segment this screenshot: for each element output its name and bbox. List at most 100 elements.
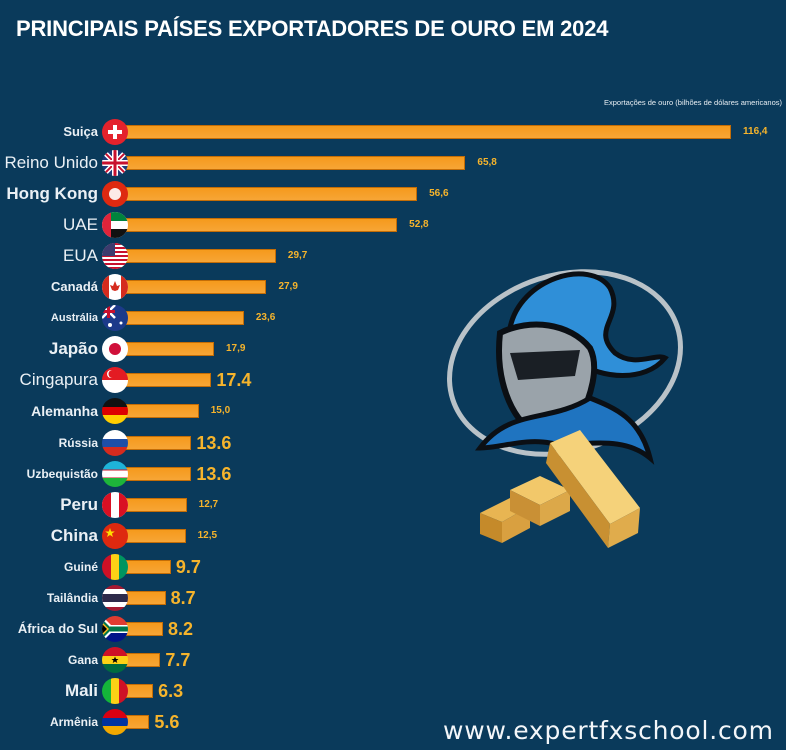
hong-kong-flag-icon	[102, 181, 128, 208]
bar	[120, 466, 192, 481]
value-label: 13.6	[196, 432, 232, 453]
germany-flag-icon	[102, 398, 128, 425]
value-label: 9.7	[175, 556, 201, 577]
country-label: UAE	[63, 215, 98, 235]
country-label: Gana	[67, 652, 98, 667]
chart-row: Gana 7.7	[0, 646, 786, 674]
country-label: Japão	[48, 339, 98, 359]
value-label: 12,7	[198, 498, 219, 510]
chart-row: China 12,5	[0, 522, 786, 550]
bar	[120, 280, 267, 295]
country-label: Canadá	[51, 279, 98, 295]
mali-flag-icon	[102, 677, 128, 704]
country-label: Cingapura	[19, 370, 98, 390]
value-label: 56,6	[429, 188, 449, 200]
bar	[120, 497, 187, 512]
bar	[120, 156, 466, 171]
country-label: Guiné	[63, 559, 98, 574]
chart-row: Mali 6.3	[0, 677, 786, 705]
chart-row: Armênia 5.6	[0, 708, 786, 736]
chart-row: Uzbequistão 13.6	[0, 460, 786, 488]
guinea-flag-icon	[102, 553, 128, 580]
chart-row: Japão 17,9	[0, 335, 786, 363]
bar	[120, 187, 418, 202]
gold-bars-icon	[480, 430, 640, 548]
bar	[120, 404, 199, 419]
chart-row: Reino Unido 65,8	[0, 149, 786, 177]
value-label: 6.3	[158, 680, 184, 701]
value-label: 7.7	[165, 649, 191, 670]
value-label: 17,9	[225, 343, 246, 355]
value-label: 23,6	[255, 312, 276, 324]
uzbekistan-flag-icon	[102, 460, 128, 487]
bar	[120, 249, 276, 264]
chart-row: Suiça 116,4	[0, 118, 786, 146]
chart-row: UAE 52,8	[0, 211, 786, 239]
usa-flag-icon	[102, 243, 128, 270]
chart-title: PRINCIPAIS PAÍSES EXPORTADORES DE OURO E…	[16, 16, 609, 41]
chart-row: Austrália 23,6	[0, 304, 786, 332]
axis-subtitle: Exportações de ouro (bilhões de dólares …	[603, 98, 782, 107]
canada-flag-icon	[102, 274, 128, 301]
uae-flag-icon	[102, 212, 128, 239]
country-label: Alemanha	[31, 403, 98, 420]
country-label: África do Sul	[17, 620, 98, 636]
country-label: Austrália	[50, 312, 98, 325]
chart-row: EUA 29,7	[0, 242, 786, 270]
russia-flag-icon	[102, 429, 128, 456]
switzerland-flag-icon	[102, 119, 128, 145]
knight-logo-illustration	[440, 258, 690, 558]
country-label: Peru	[60, 494, 98, 514]
bar	[120, 373, 212, 388]
chart-row: Rússia 13.6	[0, 429, 786, 457]
singapore-flag-icon	[102, 367, 128, 394]
value-label: 27,9	[278, 281, 298, 293]
armenia-flag-icon	[102, 708, 128, 735]
country-label: Suiça	[63, 124, 98, 139]
value-label: 116,4	[743, 126, 768, 137]
country-label: Reino Unido	[4, 153, 98, 173]
country-label: Tailândia	[46, 590, 98, 605]
website-watermark: www.expertfxschool.com	[443, 716, 774, 745]
country-label: Uzbequistão	[26, 466, 98, 481]
bar	[120, 218, 398, 233]
chart-row: Peru 12,7	[0, 491, 786, 519]
country-label: Mali	[64, 680, 98, 700]
chart-row: África do Sul 8.2	[0, 615, 786, 643]
country-label: China	[50, 525, 98, 545]
value-label: 65,8	[477, 157, 497, 169]
chart-row: Guiné 9.7	[0, 553, 786, 581]
chart-row: Alemanha 15,0	[0, 397, 786, 425]
value-label: 52,8	[409, 219, 429, 231]
bar	[120, 125, 731, 139]
japan-flag-icon	[102, 336, 128, 363]
value-label: 15,0	[210, 405, 231, 417]
uk-flag-icon	[102, 150, 128, 177]
bar	[120, 342, 214, 357]
bar	[120, 528, 186, 543]
china-flag-icon	[102, 522, 128, 549]
value-label: 5.6	[154, 711, 180, 732]
value-label: 13.6	[196, 463, 232, 484]
chart-row: Hong Kong 56,6	[0, 180, 786, 208]
value-label: 17.4	[216, 370, 252, 391]
ghana-flag-icon	[102, 646, 128, 673]
value-label: 8.2	[168, 618, 194, 639]
thailand-flag-icon	[102, 584, 128, 611]
value-label: 12,5	[197, 529, 218, 541]
value-label: 29,7	[287, 250, 308, 262]
south-africa-flag-icon	[102, 615, 128, 642]
country-label: Armênia	[49, 714, 98, 729]
country-label: EUA	[63, 246, 98, 266]
australia-flag-icon	[102, 305, 128, 332]
chart-row: Tailândia 8.7	[0, 584, 786, 612]
peru-flag-icon	[102, 491, 128, 518]
value-label: 8.7	[170, 587, 196, 608]
bar	[120, 311, 244, 326]
country-label: Rússia	[58, 435, 98, 450]
bar	[120, 435, 192, 450]
country-label: Hong Kong	[6, 184, 98, 204]
chart-row: Cingapura 17.4	[0, 366, 786, 394]
knight-cape-icon	[474, 395, 655, 465]
chart-row: Canadá 27,9	[0, 273, 786, 301]
